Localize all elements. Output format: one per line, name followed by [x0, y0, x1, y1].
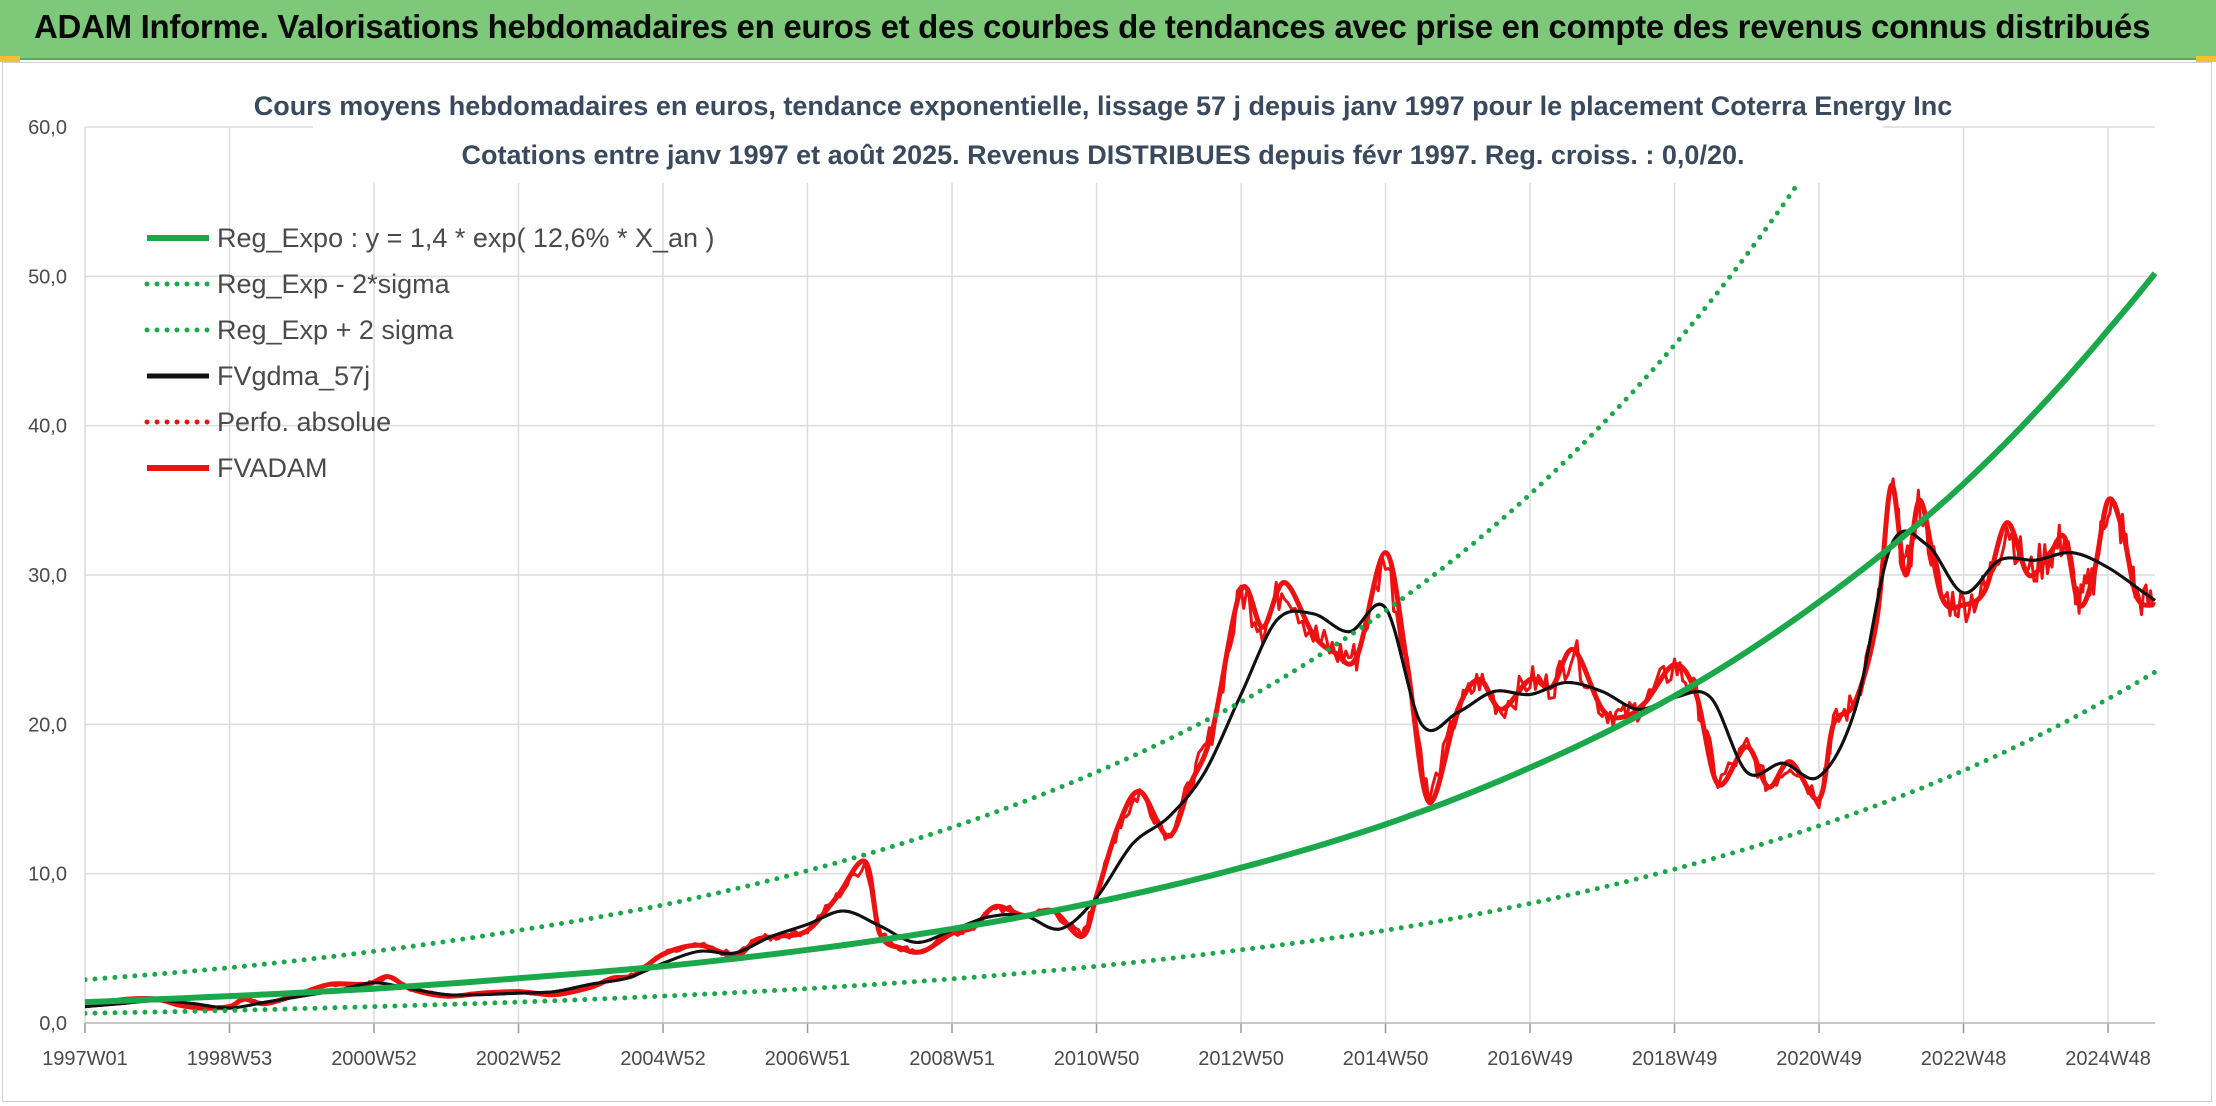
corner-marker-right	[2196, 56, 2216, 62]
x-tick-label: 2020W49	[1776, 1048, 1862, 1070]
x-tick-label: 2002W52	[476, 1048, 562, 1070]
report-title: ADAM Informe. Valorisations hebdomadaire…	[34, 8, 2151, 45]
header-bar: ADAM Informe. Valorisations hebdomadaire…	[0, 0, 2216, 60]
chart-subtitle: Cotations entre janv 1997 et août 2025. …	[462, 140, 1745, 170]
grid-layer	[84, 126, 2155, 1024]
y-tick-label: 0,0	[39, 1013, 67, 1035]
chart-title: Cours moyens hebdomadaires en euros, ten…	[254, 91, 1953, 121]
title-background	[313, 65, 1883, 183]
axis-layer: 0,0 10,0 20,0 30,0 40,0 50,0 60,0 1997W01 1998W5…	[28, 117, 2155, 1070]
y-tick-label: 50,0	[28, 266, 67, 288]
x-tick-label: 2018W49	[1632, 1048, 1718, 1070]
legend-label: Reg_Expo : y = 1,4 * exp( 12,6% * X_an )	[217, 223, 715, 253]
series-layer	[85, 125, 2157, 1016]
x-tick-label: 2010W50	[1054, 1048, 1140, 1070]
x-tick-label: 2008W51	[909, 1048, 995, 1070]
legend: Reg_Expo : y = 1,4 * exp( 12,6% * X_an )…	[144, 223, 715, 483]
x-tick-label: 2006W51	[765, 1048, 851, 1070]
y-tick-label: 10,0	[28, 864, 67, 886]
x-tick-label: 2014W50	[1343, 1048, 1429, 1070]
reg-exp-minus-2sigma-line	[85, 669, 2157, 1016]
x-tick-label: 2022W48	[1921, 1048, 2007, 1070]
legend-label: FVgdma_57j	[217, 361, 370, 391]
legend-label: Reg_Exp - 2*sigma	[217, 269, 451, 299]
x-tick-label: 2016W49	[1487, 1048, 1573, 1070]
y-tick-label: 60,0	[28, 117, 67, 139]
x-tick-label: 2004W52	[620, 1048, 706, 1070]
chart-canvas: Cours moyens hebdomadaires en euros, ten…	[28, 65, 2157, 1070]
legend-label: FVADAM	[217, 453, 328, 483]
corner-marker-left	[0, 56, 20, 62]
fvadam-line	[85, 482, 2156, 1011]
reg-exp-plus-2sigma-line	[85, 125, 1841, 983]
x-tick-label: 2012W50	[1198, 1048, 1284, 1070]
y-tick-label: 20,0	[28, 714, 67, 736]
x-tick-label: 2024W48	[2065, 1048, 2151, 1070]
chart-frame: Cours moyens hebdomadaires en euros, ten…	[2, 62, 2212, 1102]
legend-label: Perfo. absolue	[217, 407, 391, 437]
fvgdma-57j-overlay-line	[85, 529, 2156, 1010]
y-tick-label: 30,0	[28, 565, 67, 587]
reg-expo-line	[85, 271, 2157, 1006]
y-tick-label: 40,0	[28, 416, 67, 438]
chart-title-block: Cours moyens hebdomadaires en euros, ten…	[254, 65, 1953, 183]
legend-label: Reg_Exp + 2 sigma	[217, 315, 454, 345]
fvgdma-57j-line	[85, 529, 2156, 1010]
x-tick-label: 1998W53	[187, 1048, 273, 1070]
x-tick-label: 1997W01	[42, 1048, 128, 1070]
x-tick-label: 2000W52	[331, 1048, 417, 1070]
